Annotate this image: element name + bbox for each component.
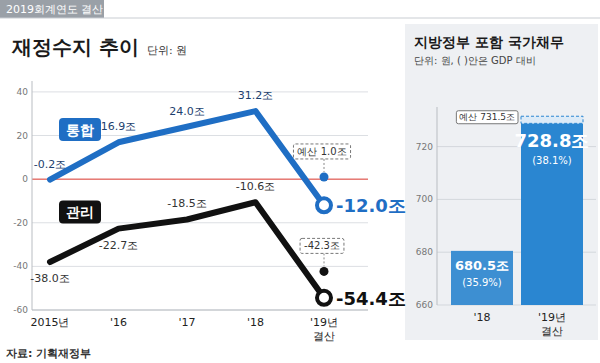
- y-tick-label: -60: [13, 305, 28, 315]
- data-label: -38.0조: [30, 272, 69, 285]
- source-text: 자료: 기획재정부: [6, 347, 91, 360]
- data-label: -0.2조: [34, 158, 66, 171]
- x-tick-label-line: 결산: [541, 325, 563, 338]
- chart-subtitle: 단위: 원, ( )안은 GDP 대비: [414, 55, 536, 66]
- y-tick-label: -40: [13, 261, 28, 271]
- x-tick-label-line: '17: [178, 316, 195, 329]
- y-tick-label: 720: [416, 142, 433, 152]
- series-line: [50, 202, 324, 298]
- data-label-main: -54.4조: [336, 288, 406, 309]
- end-marker: [317, 198, 331, 212]
- x-tick-label: 2015년: [31, 316, 70, 329]
- annotation-box: [300, 238, 344, 253]
- annotation-label: 예산 731.5조: [459, 112, 515, 122]
- budget-marker: [320, 172, 329, 181]
- grid-line: [32, 310, 368, 311]
- x-tick-label: '16: [110, 316, 127, 329]
- grid-line: [32, 91, 368, 92]
- x-tick-label: '17: [178, 316, 195, 329]
- y-tick-label: 660: [416, 300, 433, 310]
- zero-line: [32, 179, 368, 180]
- annotation-label: 예산 1.0조: [297, 146, 346, 157]
- grid-line: [32, 266, 368, 267]
- annotation-leader: [324, 253, 325, 266]
- x-tick-label: '18: [473, 311, 490, 324]
- data-label: 680.5조: [455, 258, 509, 273]
- annotation-label: -42.3조: [304, 240, 340, 251]
- data-label-main: -12.0조: [336, 195, 406, 216]
- x-tick-label: '19년결산: [310, 316, 338, 343]
- gdp-ratio-label: (35.9%): [462, 277, 502, 288]
- data-label: 31.2조: [238, 89, 274, 102]
- plot-marks: [50, 111, 331, 305]
- series-line: [50, 111, 324, 205]
- page: 2019회계연도 결산 html, body { margin: 0; padd…: [0, 0, 600, 363]
- series-name: 관리: [66, 204, 94, 220]
- data-label: -10.6조: [236, 180, 275, 193]
- annotation-box: [456, 111, 518, 124]
- y-tick-label: 700: [416, 194, 433, 204]
- data-label: -22.7조: [99, 239, 138, 252]
- series-name-box: [59, 118, 101, 141]
- x-tick-label-line: '19년: [310, 316, 338, 329]
- annotation-box: [293, 144, 350, 159]
- y-tick-label: 0: [22, 174, 28, 184]
- x-tick-label-line: 2015년: [31, 316, 70, 329]
- end-marker: [317, 291, 331, 305]
- series-name: 통합: [66, 122, 94, 138]
- chart-title: 재정수지 추이: [11, 35, 139, 59]
- x-axis: [32, 310, 368, 311]
- gdp-ratio-label: (38.1%): [532, 155, 572, 166]
- x-tick-label-line: 결산: [313, 330, 335, 343]
- annotation-leader: [324, 159, 325, 172]
- header-rule: [0, 18, 600, 19]
- y-tick-label: 40: [17, 87, 29, 97]
- x-tick-label-line: '16: [110, 316, 127, 329]
- bar: [451, 251, 513, 305]
- x-tick-label-line: '18: [247, 316, 264, 329]
- data-label: -18.5조: [167, 197, 206, 210]
- series-name-box: [59, 201, 101, 224]
- header-text: 2019회계연도 결산: [6, 3, 104, 16]
- header-tab: [0, 0, 104, 18]
- data-label: 16.9조: [101, 120, 137, 133]
- x-tick-label-line: '19년: [538, 311, 566, 324]
- page-body: {"header": "2019회계연도 결산", "source": "자료:…: [0, 0, 600, 363]
- x-tick-label: '18: [247, 316, 264, 329]
- y-tick-label: -20: [13, 218, 28, 228]
- chart-title: 지방정부 포함 국가채무: [414, 34, 564, 50]
- chart-canvas: 2019회계연도 결산재정수지 추이단위: 원-60-40-2002040201…: [0, 0, 600, 363]
- data-label: 24.0조: [169, 105, 205, 118]
- chart-subtitle: 단위: 원: [147, 44, 187, 57]
- budget-marker: [320, 267, 329, 276]
- y-tick-label: 680: [416, 247, 433, 257]
- x-tick-label-line: '18: [473, 311, 490, 324]
- y-axis: [437, 107, 438, 305]
- data-label: 728.8조: [515, 130, 590, 151]
- y-tick-label: 20: [17, 131, 29, 141]
- budget-bar: [521, 116, 583, 123]
- panel-background: [405, 24, 598, 340]
- x-tick-label: '19년결산: [538, 311, 566, 338]
